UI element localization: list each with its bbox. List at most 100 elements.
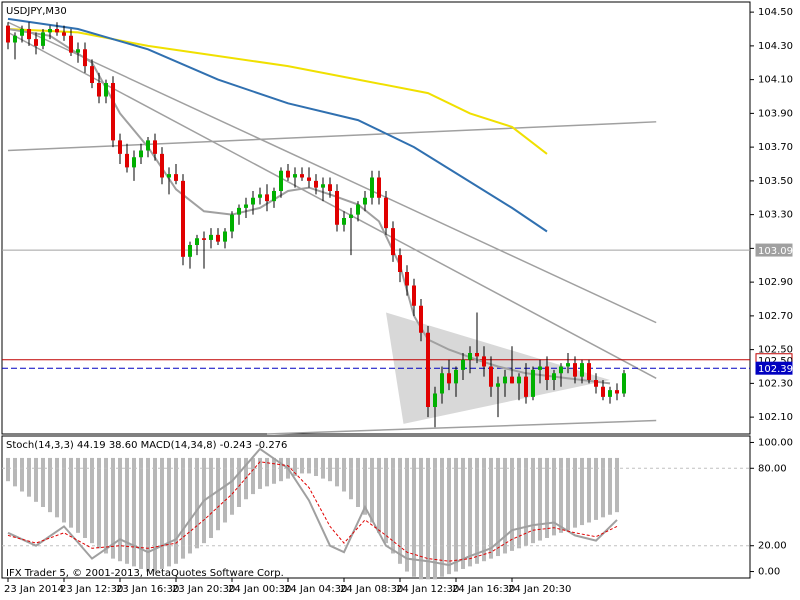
macd-bar (524, 457, 528, 546)
candle-body (104, 83, 108, 97)
upper-channel-line (7, 121, 657, 152)
candle-body (216, 234, 220, 242)
macd-bar (447, 457, 451, 575)
price-tag-label: 103.09 (758, 246, 793, 257)
candle (27, 22, 31, 46)
macd-bar (55, 457, 59, 518)
candle (356, 201, 360, 222)
candle (258, 187, 262, 205)
candle (62, 25, 66, 41)
candle (426, 326, 430, 418)
stoch-guide-levels (2, 467, 750, 547)
macd-bar (384, 457, 388, 544)
moving-averages-layer (7, 17, 611, 385)
candle-body (503, 376, 507, 384)
candle-body (286, 170, 290, 178)
macd-bar (517, 457, 521, 549)
candle (405, 265, 409, 296)
candle (69, 29, 73, 56)
candle-body (328, 184, 332, 191)
candle (286, 164, 290, 181)
candle (517, 373, 521, 401)
macd-bar (468, 457, 472, 567)
macd-bar (503, 457, 507, 554)
candle (195, 234, 199, 256)
candle-body (34, 39, 38, 46)
candle (230, 211, 234, 239)
macd-bar (419, 457, 423, 580)
candle (13, 32, 17, 60)
lower-channel-line (266, 419, 657, 435)
macd-bar (559, 457, 563, 533)
price-tick-label: 102.10 (758, 412, 793, 423)
macd-bar (412, 457, 416, 577)
macd-bar (167, 457, 171, 567)
candles-layer (6, 22, 626, 428)
macd-histogram-layer (6, 457, 619, 580)
indicator-tick-label: 0.00 (758, 567, 780, 578)
price-tick-label: 104.50 (758, 7, 793, 18)
price-tag-label: 102.39 (758, 364, 793, 375)
price-tag-gray: 103.09 (755, 243, 793, 257)
macd-bar (265, 457, 269, 487)
macd-bar (76, 457, 80, 533)
macd-bar (538, 457, 542, 541)
candle-body (265, 194, 269, 202)
candle (83, 42, 87, 73)
candle-body (601, 386, 605, 397)
candle-body (230, 214, 234, 232)
macd-bar (545, 457, 549, 538)
macd-bar (510, 457, 514, 551)
macd-bar (251, 457, 255, 495)
macd-bar (20, 457, 24, 492)
macd-bar (594, 457, 598, 520)
candle (293, 167, 297, 188)
candle-body (223, 231, 227, 242)
candle (41, 29, 45, 50)
price-pane[interactable]: USDJPY,M30 (1, 1, 751, 435)
candle-body (587, 363, 591, 380)
candle (251, 191, 255, 215)
macd-bar (160, 457, 164, 569)
candle (174, 164, 178, 185)
candle (468, 346, 472, 374)
candle-body (321, 184, 325, 188)
candle-body (510, 376, 514, 384)
price-pane-border (1, 1, 751, 435)
macd-bar (580, 457, 584, 526)
candle-body (118, 140, 122, 154)
candle-body (153, 140, 157, 154)
time-tick-label: 24 Jan 08:30 (340, 584, 403, 595)
candle-body (384, 197, 388, 229)
indicator-label: Stoch(14,3,3) 44.19 38.60 MACD(14,34,8) … (6, 440, 287, 451)
candle-body (55, 29, 59, 33)
time-tick-label: 24 Jan 12:30 (396, 584, 459, 595)
macd-bar (475, 457, 479, 564)
macd-bar (62, 457, 66, 523)
macd-bar (13, 457, 17, 487)
candle-body (363, 197, 367, 205)
downtrend-line-2 (7, 31, 657, 379)
indicator-pane[interactable]: Stoch(14,3,3) 44.19 38.60 MACD(14,34,8) … (1, 435, 751, 580)
indicator-axis: 100.00 80.00 20.00 0.00 (750, 437, 793, 578)
time-tick-label: 24 Jan 00:30 (228, 584, 291, 595)
candle-body (125, 153, 129, 168)
candle-body (48, 29, 52, 33)
candle (104, 79, 108, 104)
candle-body (538, 366, 542, 370)
macd-bar (97, 457, 101, 549)
candle-body (293, 174, 297, 178)
macd-bar (41, 457, 45, 507)
candle (587, 359, 591, 384)
price-tag-label: 102.50 (758, 356, 793, 367)
candle (335, 184, 339, 232)
candle-body (237, 207, 241, 215)
macd-bar (489, 457, 493, 559)
macd-bar (349, 457, 353, 500)
macd-bar (293, 457, 297, 477)
candle (566, 353, 570, 374)
macd-bar (90, 457, 94, 544)
macd-bar (48, 457, 52, 513)
macd-bar (83, 457, 87, 538)
